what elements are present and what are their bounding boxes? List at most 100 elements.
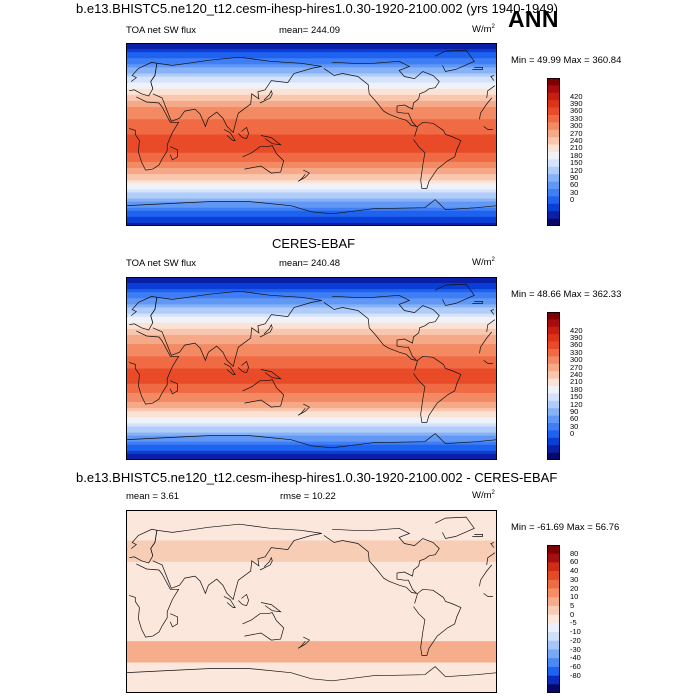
map-band <box>126 665 497 669</box>
map-band <box>126 280 497 284</box>
panel3-mean-label: mean = <box>126 491 158 502</box>
map-band <box>126 589 497 593</box>
map-band <box>126 331 497 336</box>
colorbar-tick-label: -40 <box>570 653 581 663</box>
map-band <box>126 414 497 418</box>
colorbar-bin <box>547 107 560 116</box>
colorbar-tick-label: 390 <box>570 332 583 342</box>
map-band <box>126 341 497 345</box>
coastline-borneo <box>238 360 249 374</box>
colorbar-tick-label: 150 <box>570 392 583 402</box>
coastline-japan <box>259 323 273 338</box>
colorbar-bin <box>547 445 560 453</box>
colorbar-bin <box>547 378 560 387</box>
colorbar-frame <box>547 312 560 460</box>
colorbar-tick-label: 120 <box>570 165 583 175</box>
colorbar-bin <box>547 92 560 101</box>
map-band <box>126 137 497 141</box>
map-band <box>126 429 497 433</box>
colorbar-tick-label: 180 <box>570 150 583 160</box>
coastline-new_zealand <box>297 636 310 649</box>
map-band <box>126 192 497 196</box>
panel2-mean: mean= 240.48 <box>279 258 340 269</box>
colorbar-bin <box>547 400 560 409</box>
panel1-map-svg <box>126 43 497 226</box>
panel2-title: CERES-EBAF <box>272 236 356 251</box>
panel1-mean-label: mean= <box>279 25 309 36</box>
panel3-rmse: rmse = 10.22 <box>280 491 336 502</box>
panel1-colorbar-svg <box>547 78 560 226</box>
map-band <box>126 49 497 53</box>
map-band <box>126 546 497 551</box>
map-band <box>126 85 497 90</box>
colorbar-bin <box>547 588 560 598</box>
colorbar-tick-label: 330 <box>570 113 583 123</box>
map-band <box>126 371 497 375</box>
map-band <box>126 158 497 163</box>
map-band <box>126 653 497 657</box>
map-band <box>126 201 497 206</box>
map-band <box>126 423 497 427</box>
map-band <box>126 583 497 587</box>
colorbar-frame <box>547 545 560 693</box>
coastline-greenland <box>435 283 475 306</box>
coastline-antarctica <box>126 666 497 693</box>
map-band <box>126 586 497 590</box>
map-band <box>126 613 497 618</box>
map-band <box>126 650 497 654</box>
map-band <box>126 610 497 615</box>
map-band <box>126 310 497 314</box>
panel2-variable: TOA net SW flux <box>126 258 197 269</box>
map-band <box>126 417 497 421</box>
colorbar-bin <box>547 666 560 676</box>
map-band <box>126 386 497 391</box>
colorbar-bin <box>547 196 560 205</box>
map-band <box>126 204 497 209</box>
map-band <box>126 686 497 691</box>
panel1-colorbar <box>547 78 560 226</box>
coastline-asia <box>150 523 322 601</box>
map-band <box>126 198 497 202</box>
colorbar-bin <box>547 189 560 197</box>
main-title: b.e13.BHISTC5.ne120_t12.cesm-ihesp-hires… <box>76 1 559 16</box>
map-band <box>126 635 497 639</box>
map-band <box>126 328 497 333</box>
coastline-antarctica <box>126 199 497 226</box>
colorbar-tick-label: 120 <box>570 399 583 409</box>
colorbar-bin <box>547 605 560 615</box>
map-band <box>126 107 497 111</box>
colorbar-bin <box>547 408 560 416</box>
colorbar-tick-label: 30 <box>570 574 579 584</box>
map-band <box>126 70 497 74</box>
map-band <box>126 528 497 532</box>
map-band <box>126 295 497 299</box>
map-band <box>126 671 497 676</box>
map-band <box>126 580 497 584</box>
map-band <box>126 216 497 221</box>
map-band <box>126 577 497 581</box>
colorbar-bin <box>547 174 560 182</box>
coastline-madagascar <box>169 380 178 395</box>
map-band <box>126 540 497 544</box>
map-band <box>126 420 497 424</box>
map-band <box>126 97 497 102</box>
colorbar-bin <box>547 658 560 668</box>
coastline-greenland <box>435 516 475 539</box>
map-band <box>126 222 497 226</box>
colorbar-tick-label: 90 <box>570 172 579 182</box>
panel2-colorbar-svg <box>547 312 560 460</box>
colorbar-tick-label: 270 <box>570 362 583 372</box>
panel1-variable: TOA net SW flux <box>126 25 197 36</box>
map-band <box>126 359 497 363</box>
map-band <box>126 438 497 443</box>
coastline-iceland <box>472 301 483 304</box>
map-band <box>126 674 497 679</box>
map-band <box>126 374 497 379</box>
colorbar-bin <box>547 393 560 402</box>
map-band <box>126 110 497 114</box>
map-band <box>126 128 497 132</box>
colorbar-bin <box>547 623 560 633</box>
map-band <box>126 213 497 218</box>
panel3-title: b.e13.BHISTC5.ne120_t12.cesm-ihesp-hires… <box>76 470 558 485</box>
colorbar-tick-label: -10 <box>570 627 581 637</box>
